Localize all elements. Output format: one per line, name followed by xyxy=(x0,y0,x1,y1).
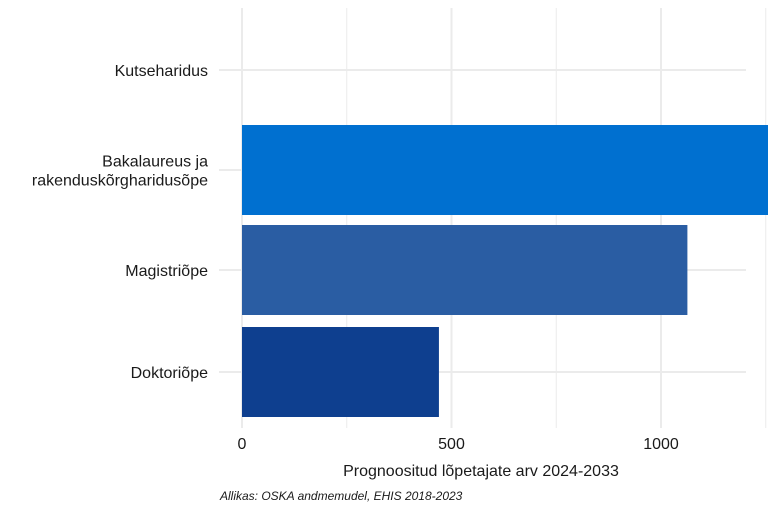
y-tick-label: Bakalaureus ja rakenduskõrgharidusõpe xyxy=(32,154,208,190)
x-tick-label: 1000 xyxy=(643,436,679,453)
x-axis-title: Prognoositud lõpetajate arv 2024-2033 xyxy=(343,463,619,480)
bars xyxy=(242,125,768,417)
y-tick-labels: Kutseharidus Bakalaureus ja rakenduskõrgha… xyxy=(32,63,208,382)
x-tick-label: 500 xyxy=(438,436,465,453)
x-tick-label: 0 xyxy=(238,436,247,453)
x-tick-labels: 050010001500 xyxy=(238,436,679,453)
bar xyxy=(242,327,439,417)
source-caption: Allikas: OSKA andmemudel, EHIS 2018-2023 xyxy=(219,489,463,503)
y-tick-label: Magistriõpe xyxy=(125,263,208,280)
bar xyxy=(242,125,768,215)
bar xyxy=(242,225,688,315)
y-tick-label: Kutseharidus xyxy=(115,63,208,80)
y-tick-label: Doktoriõpe xyxy=(131,365,208,382)
